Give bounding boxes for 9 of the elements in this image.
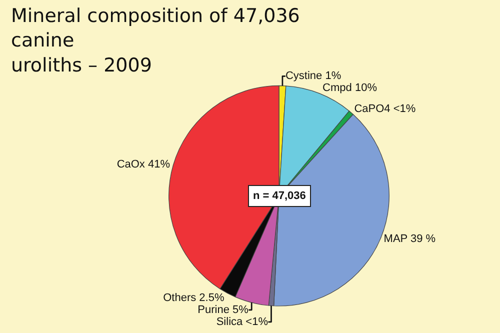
slice-label: Others 2.5% (163, 292, 224, 304)
slice-label: CaPO4 <1% (354, 103, 416, 116)
slice-label: Purine 5% (198, 304, 249, 316)
slice-label: MAP 39 % (384, 232, 436, 245)
slice-label: Cystine 1% (285, 70, 342, 82)
text: n = 47,036 (253, 190, 306, 202)
slice-label: CaOx 41% (116, 158, 170, 171)
slice-label: Silica <1% (216, 316, 268, 328)
slice-label: Cmpd 10% (322, 82, 378, 94)
